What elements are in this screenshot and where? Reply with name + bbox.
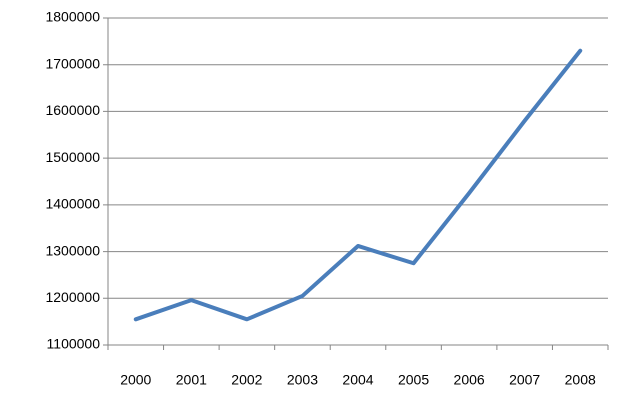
x-tick-label: 2008 — [565, 372, 596, 388]
y-tick-label: 1400000 — [45, 196, 100, 212]
y-tick-label: 1600000 — [45, 102, 100, 118]
y-tick-label: 1200000 — [45, 289, 100, 305]
x-tick-label: 2002 — [231, 372, 262, 388]
x-tick-label: 2001 — [176, 372, 207, 388]
y-tick-label: 1100000 — [47, 336, 101, 352]
x-tick-label: 2003 — [287, 372, 318, 388]
y-tick-label: 1800000 — [45, 9, 100, 25]
y-tick-label: 1500000 — [45, 149, 100, 165]
x-tick-label: 2000 — [120, 372, 151, 388]
x-tick-label: 2006 — [454, 372, 485, 388]
x-tick-label: 2005 — [398, 372, 429, 388]
x-tick-label: 2004 — [342, 372, 373, 388]
y-tick-label: 1300000 — [45, 242, 100, 258]
data-line — [133, 48, 583, 322]
y-tick-label: 1700000 — [45, 55, 100, 71]
x-tick-label: 2007 — [509, 372, 540, 388]
